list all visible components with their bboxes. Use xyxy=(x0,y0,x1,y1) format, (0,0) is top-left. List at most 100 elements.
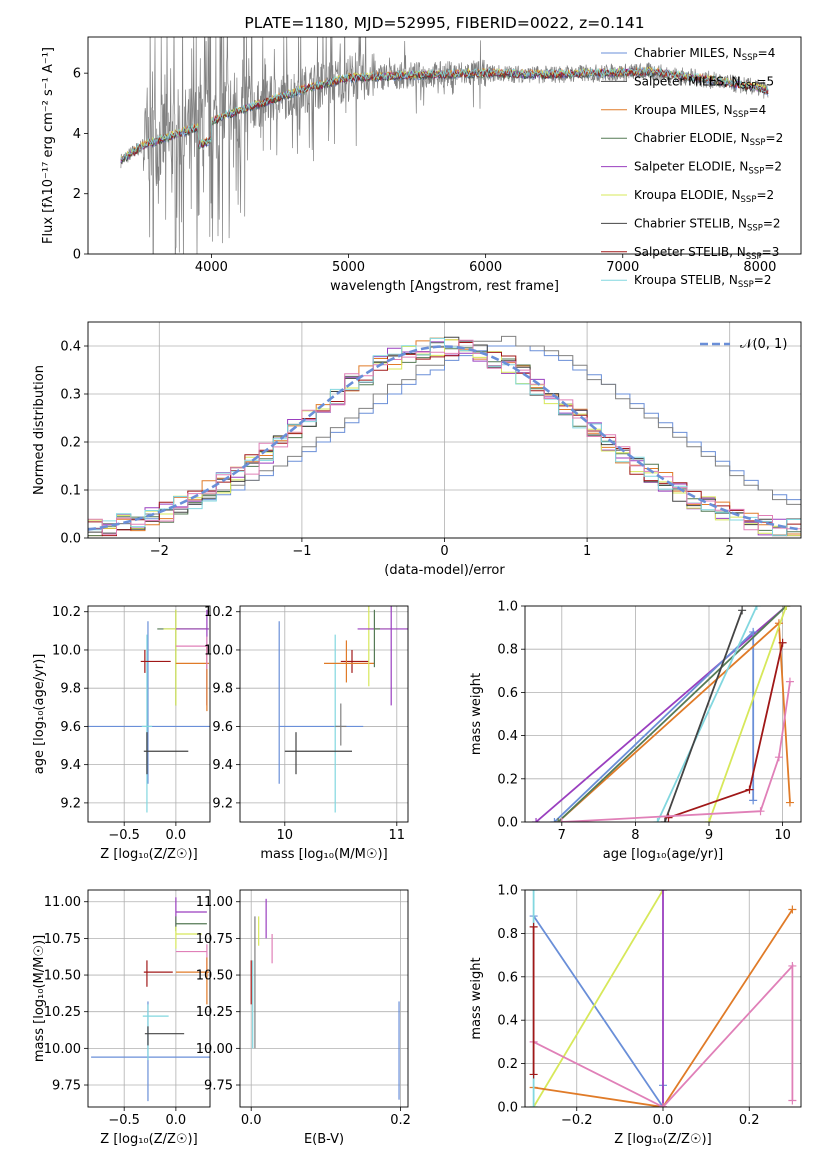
y-tick-label: 0.6 xyxy=(497,686,518,701)
y-tick-label: 9.75 xyxy=(204,1079,233,1094)
x-tick-label: 6000 xyxy=(469,260,502,275)
x-tick-label: −0.5 xyxy=(108,828,140,843)
chart-title: PLATE=1180, MJD=52995, FIBERID=0022, z=0… xyxy=(244,14,644,32)
axes-frame xyxy=(87,36,802,255)
data-point xyxy=(785,798,794,807)
legend-entry: Kroupa MILES, NSSP=4 xyxy=(634,103,766,120)
y-tick-label: 0.0 xyxy=(60,532,81,547)
y-tick-label: 11.00 xyxy=(44,895,81,910)
y-axis-label: mass weight xyxy=(469,673,484,755)
legend-subscript: SSP xyxy=(750,138,766,148)
x-axis-label: Z [log₁₀(Z/Z☉)] xyxy=(100,847,197,862)
y-tick-label: 10.2 xyxy=(52,605,81,620)
legend-subscript: SSP xyxy=(741,81,757,91)
x-tick-label: 10 xyxy=(277,828,294,843)
y-axis-label: age [log₁₀(age/yr)] xyxy=(32,654,47,775)
series-line xyxy=(535,606,787,822)
data-point xyxy=(788,905,797,914)
y-tick-label: 10.50 xyxy=(196,969,233,984)
legend-suffix: =2 xyxy=(756,188,774,202)
series-line xyxy=(668,642,784,819)
legend-subscript: SSP xyxy=(747,223,763,233)
series-line xyxy=(533,963,794,1107)
legend-entry: Chabrier STELIB, NSSP=2 xyxy=(634,216,781,233)
y-tick-label: 10.0 xyxy=(204,643,233,658)
x-tick-label: −2 xyxy=(150,544,169,559)
data-point xyxy=(788,961,797,970)
x-tick-label: 0.0 xyxy=(166,828,187,843)
data-point xyxy=(782,606,791,610)
y-tick-label: 9.8 xyxy=(60,682,81,697)
y-tick-label: 0.4 xyxy=(497,729,518,744)
series-line xyxy=(557,621,791,822)
y-tick-label: 10.25 xyxy=(44,1005,81,1020)
data-point xyxy=(529,890,538,894)
y-tick-label: 6 xyxy=(73,67,81,82)
series-line xyxy=(533,909,794,1107)
x-tick-label: 4000 xyxy=(195,260,228,275)
series-line xyxy=(532,890,664,1107)
legend-label: 𝒩(0, 1) xyxy=(740,337,787,352)
legend-entry: Kroupa ELODIE, NSSP=2 xyxy=(634,188,774,205)
y-tick-label: 10.50 xyxy=(44,969,81,984)
x-axis-label: wavelength [Angstrom, rest frame] xyxy=(330,279,559,294)
plot-area xyxy=(120,37,769,254)
y-tick-label: 9.8 xyxy=(212,682,233,697)
data-point xyxy=(529,922,538,931)
legend-label: Kroupa ELODIE, N xyxy=(634,188,741,202)
x-tick-label: 11 xyxy=(389,828,406,843)
data-point xyxy=(752,606,761,610)
x-tick-label: 0.2 xyxy=(390,1113,411,1128)
y-tick-label: 9.2 xyxy=(212,796,233,811)
data-point xyxy=(738,606,747,615)
data-point xyxy=(664,813,673,822)
x-tick-label: 0.0 xyxy=(166,1113,187,1128)
plot-area xyxy=(88,335,801,537)
x-tick-label: 7000 xyxy=(606,260,639,275)
y-tick-label: 10.25 xyxy=(196,1005,233,1020)
panel-4: 10 11 9.2 9.4 9.6 9.8 10.0 10.2 mass [log₁₀(M/M☉… xyxy=(204,605,409,862)
y-tick-label: 10.2 xyxy=(204,605,233,620)
x-axis-label: Z [log₁₀(Z/Z☉)] xyxy=(100,1132,197,1147)
panel-6: −0.5 0.0 9.75 10.00 10.25 10.50 10.75 11.00 Z [l… xyxy=(32,889,211,1147)
y-tick-label: 10.75 xyxy=(196,932,233,947)
legend-label: Kroupa STELIB, N xyxy=(634,273,738,287)
legend-suffix: =2 xyxy=(766,131,784,145)
y-tick-label: 0.4 xyxy=(60,340,81,355)
legend-entry: Salpeter ELODIE, NSSP=2 xyxy=(634,160,782,177)
y-tick-label: 0.4 xyxy=(497,1014,518,1029)
legend-suffix: =2 xyxy=(763,216,781,230)
x-tick-label: 0 xyxy=(440,544,448,559)
data-point xyxy=(554,818,563,822)
legend-entry: Kroupa STELIB, NSSP=2 xyxy=(634,273,772,290)
panel-8: −0.2 0.0 0.2 0.0 0.2 0.4 0.6 0.8 1.0 Z [log₁₀(Z/Z… xyxy=(469,884,802,1147)
legend-subscript: SSP xyxy=(733,110,749,120)
legend-subscript: SSP xyxy=(741,195,757,205)
legend-subscript: SSP xyxy=(748,167,764,177)
data-point xyxy=(788,1096,797,1105)
x-axis-label: (data-model)/error xyxy=(384,563,505,578)
plot-area xyxy=(529,890,797,1107)
x-axis-label: age [log₁₀(age/yr)] xyxy=(603,847,724,862)
y-tick-label: 9.6 xyxy=(212,720,233,735)
panel-2: −2 −1 0 1 2 0.0 0.1 0.2 0.3 0.4 (data-model)/error… xyxy=(32,321,802,578)
x-tick-label: 0.0 xyxy=(241,1113,262,1128)
x-tick-label: −1 xyxy=(292,544,311,559)
legend-label: Kroupa MILES, N xyxy=(634,103,733,117)
panel-1: 4000 5000 6000 7000 8000 0 2 4 6 wavelength [Angs… xyxy=(41,36,802,294)
histogram-series xyxy=(88,342,801,537)
legend-suffix: =3 xyxy=(762,245,780,259)
y-tick-label: 10.75 xyxy=(44,932,81,947)
x-axis-label: E(B-V) xyxy=(304,1132,344,1147)
x-tick-label: −0.5 xyxy=(108,1113,140,1128)
y-tick-label: 0.1 xyxy=(60,484,81,499)
panel-5: 7 8 9 10 0.0 0.2 0.4 0.6 0.8 1.0 age [log₁₀(age/yr… xyxy=(469,600,802,862)
x-tick-label: 0.0 xyxy=(653,1113,674,1128)
x-tick-label: 0.2 xyxy=(739,1113,760,1128)
y-tick-label: 0.2 xyxy=(497,1057,518,1072)
plot-area xyxy=(88,609,210,813)
y-tick-label: 9.4 xyxy=(212,758,233,773)
data-point xyxy=(557,818,566,822)
series-line xyxy=(557,606,787,822)
x-tick-label: 7 xyxy=(558,828,566,843)
